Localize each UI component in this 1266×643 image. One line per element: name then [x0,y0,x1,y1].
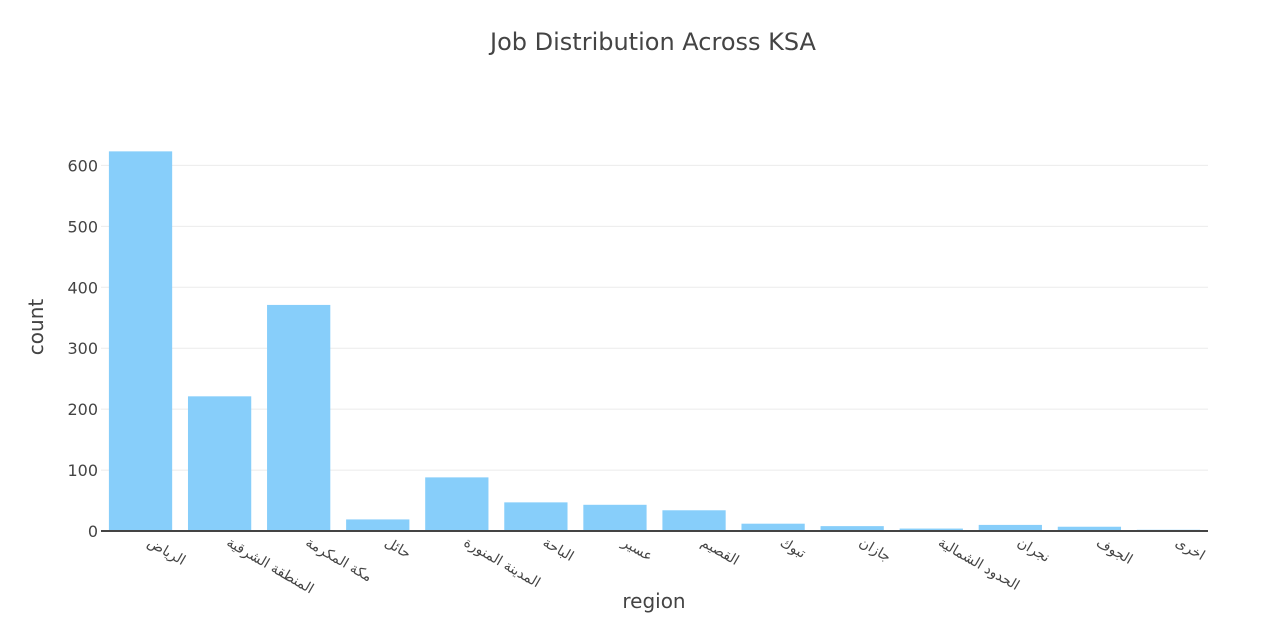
bar[interactable] [978,524,1042,531]
y-tick-label: 300 [67,339,98,358]
bar[interactable] [346,519,410,531]
x-tick-label: الحدود الشمالية [935,535,1022,594]
bar[interactable] [899,528,963,531]
y-axis-ticks: 0 100 200 300 400 500 600 [67,156,98,541]
x-tick-label: الرياض [145,535,188,569]
y-axis-title: count [24,299,48,356]
bar[interactable] [662,510,726,531]
x-axis-title: region [622,589,685,613]
x-tick-label: عسير [618,534,655,565]
x-tick-label: الجوف [1093,535,1135,568]
x-tick-label: نجران [1014,535,1052,566]
bar[interactable] [820,526,884,531]
bar[interactable] [425,477,489,531]
bar[interactable] [741,523,805,531]
x-tick-label: تبوك [777,535,808,562]
chart-title: Job Distribution Across KSA [488,28,817,56]
y-tick-label: 0 [88,522,98,541]
y-tick-label: 200 [67,400,98,419]
bars [108,151,1201,531]
y-tick-label: 600 [67,156,98,175]
x-tick-label: الباحة [540,535,576,565]
bar[interactable] [108,151,173,531]
x-tick-label: جازان [856,535,893,566]
x-tick-label: اخرى [1172,535,1207,564]
x-tick-label: القصيم [698,535,741,569]
bar[interactable] [504,502,568,531]
x-tick-label: حائل [382,535,414,563]
x-tick-label: المنطقة الشرقية [224,535,317,598]
bar[interactable] [1057,526,1122,531]
bar[interactable] [267,304,331,531]
x-tick-label: المدينة المنورة [461,535,543,592]
y-tick-label: 400 [67,278,98,297]
bar[interactable] [187,396,252,531]
y-tick-label: 100 [67,461,98,480]
bar[interactable] [583,504,647,531]
y-tick-label: 500 [67,217,98,236]
x-tick-label: مكة المكرمة [303,535,375,586]
